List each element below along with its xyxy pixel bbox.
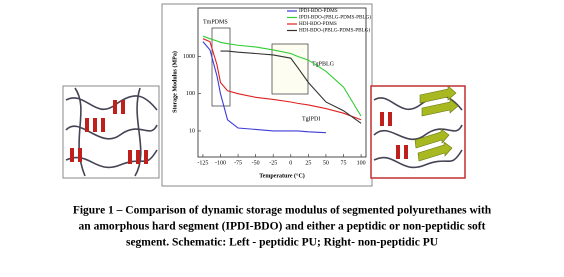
x-tick-label: -25 [269,160,277,166]
annotation: TgIPDI [302,116,320,122]
x-tick-label: -50 [252,160,260,166]
series-line [202,35,362,117]
legend-label: HDI-BDO-PDMS [299,21,337,27]
annotation: TmPDMS [203,19,228,25]
y-axis-label: Storage Modulus (MPa) [171,51,178,113]
y-tick-label: 1000 [183,54,195,60]
left-schematic [62,85,160,179]
series-line [220,50,362,124]
x-tick-label: 75 [341,160,347,166]
highlight-box [271,43,309,95]
x-axis-label: Temperature (°C) [259,172,305,179]
x-tick-label: 50 [323,160,329,166]
caption-line: an amorphous hard segment (IPDI-BDO) and… [79,221,486,233]
x-tick-label: -100 [215,160,226,166]
caption-line: segment. Schematic: Left - peptidic PU; … [126,237,439,249]
annotation: TgPBLG [312,61,335,67]
caption-line: Figure 1 – Comparison of dynamic storage… [73,205,492,217]
legend-label: IPDI-BDO-PDMS [299,8,338,14]
plot-area [197,7,367,158]
chart-frame [161,3,373,187]
y-tick-label: 10 [189,128,195,134]
x-tick-label: -75 [234,160,242,166]
series-line [202,38,362,121]
x-tick-label: 100 [357,160,366,166]
y-tick-label: 100 [186,91,195,97]
right-schematic [370,85,466,179]
x-tick-label: -125 [197,160,208,166]
series-line [202,41,326,134]
legend-label: IPDI-BDO-(PBLG-PDMS-PBLG) [299,14,371,21]
x-tick-label: 25 [305,160,311,166]
highlight-box [211,27,231,107]
legend-label: HDI-BDO-(PBLG-PDMS-PBLG) [299,27,370,34]
x-tick-label: 0 [289,160,292,166]
